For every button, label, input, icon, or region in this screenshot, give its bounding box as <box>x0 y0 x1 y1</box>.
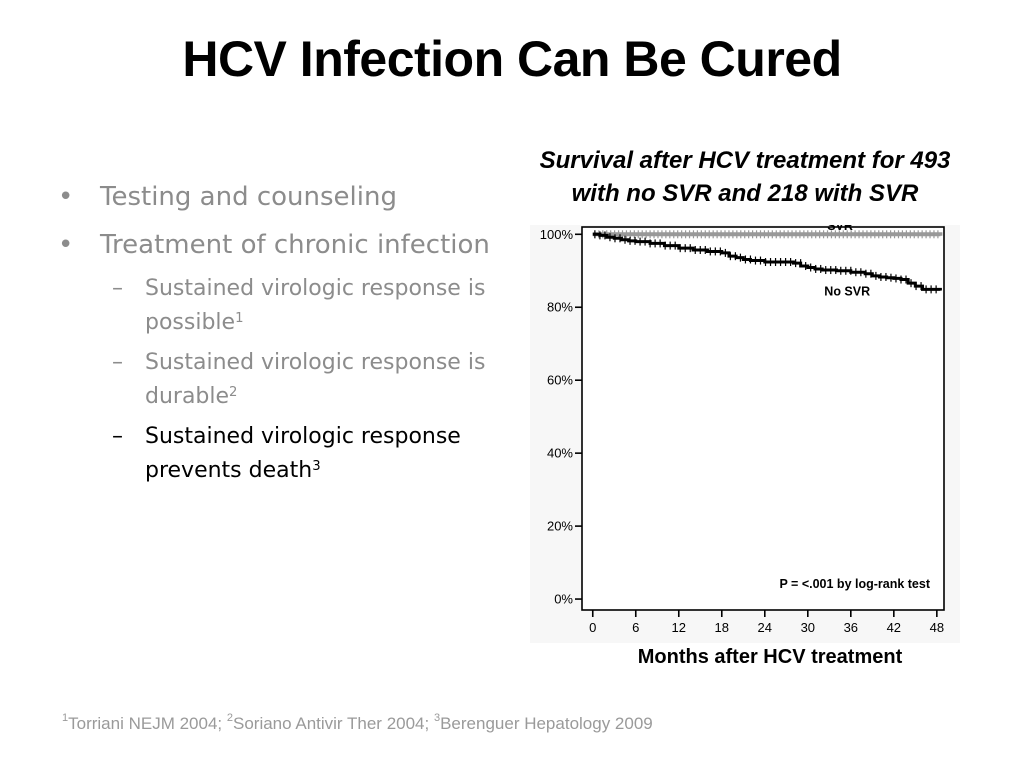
sub-bullet-possible: – Sustained virologic response is possib… <box>58 272 498 340</box>
y-tick-label: 40% <box>547 446 573 461</box>
x-tick-label: 24 <box>758 620 772 635</box>
series-line-svr <box>592 232 943 237</box>
bullet-testing: • Testing and counseling <box>58 176 498 218</box>
bullet-treatment: • Treatment of chronic infection <box>58 224 498 266</box>
series-label-svr: SVR <box>827 225 853 233</box>
bullet-mark: • <box>58 182 74 212</box>
x-tick-label: 12 <box>672 620 686 635</box>
censor-marks-no-svr <box>594 230 937 294</box>
footnote-ref: Berenguer Hepatology 2009 <box>440 714 653 733</box>
p-value-annotation: P = <.001 by log-rank test <box>779 577 930 591</box>
sub-bullet-prevents-death: – Sustained virologic response prevents … <box>58 420 498 488</box>
footnote-ref: Torriani NEJM 2004; <box>68 714 227 733</box>
y-tick-label: 80% <box>547 300 573 315</box>
slide-title: HCV Infection Can Be Cured <box>182 31 842 87</box>
y-tick-label: 100% <box>540 227 574 242</box>
x-tick-label: 42 <box>887 620 901 635</box>
sub-bullet-text: Sustained virologic response prevents de… <box>145 424 461 483</box>
sub-bullet-mark: – <box>112 350 123 375</box>
x-tick-label: 48 <box>930 620 944 635</box>
survival-chart: 0% 20% 40% 60% 80% 100% 0 6 12 18 24 30 36 42 48 SVR No … <box>530 225 960 643</box>
x-tick-label: 0 <box>589 620 596 635</box>
reference-superscript: 1 <box>235 311 244 326</box>
sub-bullet-mark: – <box>112 424 123 449</box>
x-axis-label: Months after HCV treatment <box>637 646 903 668</box>
reference-superscript: 2 <box>229 385 238 400</box>
reference-superscript: 3 <box>312 459 321 474</box>
sub-bullet-text: Sustained virologic response is durable <box>145 350 486 409</box>
x-tick-label: 36 <box>844 620 858 635</box>
footnote-superscript: 1 <box>62 712 69 724</box>
footnote-ref: Soriano Antivir Ther 2004; <box>232 714 434 733</box>
footnote-superscript: 3 <box>433 712 441 724</box>
series-label-no-svr: No SVR <box>824 285 870 299</box>
x-tick-label: 18 <box>715 620 729 635</box>
chart-title: Survival after HCV treatment for 493 wit… <box>539 147 951 207</box>
sub-bullet-mark: – <box>112 276 123 301</box>
bullet-text: Testing and counseling <box>100 182 397 212</box>
bullet-mark: • <box>58 230 74 260</box>
y-tick-label: 60% <box>547 373 573 388</box>
footnote: 1Torriani NEJM 2004; 2Soriano Antivir Th… <box>62 712 653 734</box>
sub-bullet-text: Sustained virologic response is possible <box>145 276 486 335</box>
bullet-list: • Testing and counseling • Treatment of … <box>58 176 498 494</box>
footnote-superscript: 2 <box>226 712 233 724</box>
x-tick-label: 6 <box>632 620 639 635</box>
x-tick-label: 30 <box>801 620 815 635</box>
y-tick-label: 0% <box>554 592 573 607</box>
sub-bullet-durable: – Sustained virologic response is durabl… <box>58 346 498 414</box>
bullet-text: Treatment of chronic infection <box>100 230 490 260</box>
plot-frame <box>581 226 945 611</box>
y-tick-label: 20% <box>547 519 573 534</box>
